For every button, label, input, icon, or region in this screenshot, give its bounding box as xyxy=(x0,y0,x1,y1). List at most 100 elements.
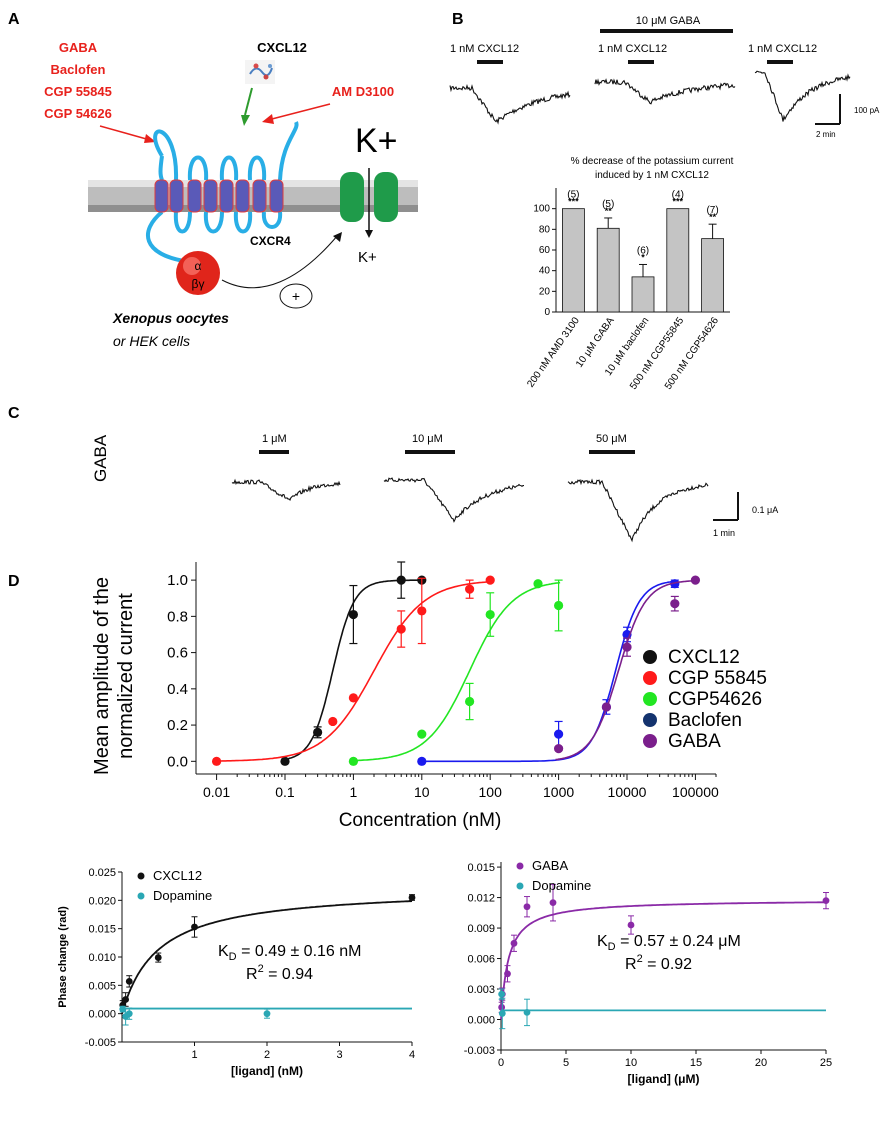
cells-label-2: or HEK cells xyxy=(113,333,190,349)
eleft-fit-curve xyxy=(121,900,413,1014)
cells-label-1: Xenopus oocytes xyxy=(112,310,229,326)
eright-y-tick-label: 0.000 xyxy=(467,1015,495,1027)
eleft-x-axis-label: [ligand] (nM) xyxy=(231,1064,303,1078)
eright-point-0-2 xyxy=(504,970,511,978)
gaba-application-bar xyxy=(600,29,733,33)
bar-0 xyxy=(562,208,585,313)
dose-point-1-5 xyxy=(465,584,475,594)
dose-point-4-0 xyxy=(554,744,564,754)
bar-y-tick-label: 40 xyxy=(539,266,551,277)
eright-r2-annotation: R2 = 0.92 xyxy=(625,953,692,973)
eleft-y-tick-label: 0.010 xyxy=(88,952,116,964)
bar-chart-b: % decrease of the potassium current indu… xyxy=(525,156,733,392)
dose-point-4-3 xyxy=(670,599,680,609)
eright-x-tick-label: 0 xyxy=(498,1057,504,1069)
eleft-y-tick-label: -0.005 xyxy=(85,1037,116,1049)
current-trace-c1 xyxy=(231,478,341,502)
g-betagamma-label: βγ xyxy=(192,277,205,291)
cxcr4-receptor xyxy=(153,121,299,234)
eleft-point-1-2 xyxy=(125,1010,133,1018)
eright-point-0-3 xyxy=(510,939,518,947)
dose-point-1-0 xyxy=(211,756,222,766)
dose-fit-curve-1 xyxy=(213,580,492,762)
eright-kd-annotation: KD = 0.57 ± 0.24 μM xyxy=(597,933,741,953)
dose-label-3: 50 μM xyxy=(596,433,627,445)
dose-x-tick-label: 0.01 xyxy=(203,784,230,800)
cxcl12-molecule-icon xyxy=(245,60,275,84)
dose-legend-label-2: CGP54626 xyxy=(668,689,762,710)
dose-x-tick-label: 10 xyxy=(414,784,430,800)
trace-b2-label: 1 nM CXCL12 xyxy=(598,43,667,55)
dose-y-axis-label-line1: Mean amplitude of the xyxy=(91,577,113,775)
dose-bar-1 xyxy=(259,450,289,454)
eleft-r2-annotation: R2 = 0.94 xyxy=(246,963,313,983)
bar-chart-title-line2: induced by 1 nM CXCL12 xyxy=(595,170,709,181)
c-scale-x-label: 1 min xyxy=(713,528,735,538)
dose-x-tick-label: 1000 xyxy=(543,784,574,800)
eright-x-tick-label: 25 xyxy=(820,1057,832,1069)
gaba-bar-label: 10 μM GABA xyxy=(636,15,701,27)
eleft-y-tick-label: 0.000 xyxy=(88,1009,116,1021)
dose-x-tick-label: 100000 xyxy=(672,784,719,800)
bar-n-label-1: (5) xyxy=(602,199,614,210)
dose-label-1: 1 μM xyxy=(262,433,287,445)
dose-point-0-1 xyxy=(313,727,323,737)
eright-x-tick-label: 5 xyxy=(563,1057,569,1069)
eleft-y-tick-label: 0.020 xyxy=(88,895,116,907)
eleft-point-0-2 xyxy=(125,977,133,985)
bar-n-label-0: (5) xyxy=(567,190,579,201)
eleft-x-tick-label: 1 xyxy=(191,1049,197,1061)
bar-y-tick-label: 0 xyxy=(544,307,550,318)
trace-b1-label: 1 nM CXCL12 xyxy=(450,43,519,55)
bar-y-tick-label: 20 xyxy=(539,286,551,297)
eright-x-tick-label: 20 xyxy=(755,1057,767,1069)
dose-point-3-4 xyxy=(670,579,680,589)
eleft-point-1-0 xyxy=(119,1005,127,1013)
eright-legend-marker-1 xyxy=(516,882,524,890)
eright-legend-label-1: Dopamine xyxy=(532,878,591,893)
bar-y-tick-label: 80 xyxy=(539,224,551,235)
eleft-y-tick-label: 0.025 xyxy=(88,867,116,879)
eright-y-tick-label: 0.006 xyxy=(467,954,495,966)
eleft-x-tick-label: 2 xyxy=(264,1049,270,1061)
bar-significance-0: *** xyxy=(568,197,579,207)
ligand-label-cgp54626: CGP 54626 xyxy=(44,106,112,121)
eleft-kd-annotation: KD = 0.49 ± 0.16 nM xyxy=(218,943,361,963)
dose-point-2-5 xyxy=(554,600,564,611)
dose-legend-marker-4 xyxy=(643,734,657,748)
panel-a-schematic: GABA Baclofen CGP 55845 CGP 54626 AM D31… xyxy=(44,40,418,349)
eleft-point-0-5 xyxy=(408,894,416,901)
dose-point-3-1 xyxy=(554,729,564,739)
trace-b3-label: 1 nM CXCL12 xyxy=(748,43,817,55)
dose-point-2-4 xyxy=(533,579,543,589)
dose-point-1-2 xyxy=(348,693,358,703)
bar-significance-1: ** xyxy=(605,206,613,216)
ligand-label-gaba: GABA xyxy=(59,40,98,55)
b-scale-y-label: 100 pA xyxy=(854,106,880,115)
eleft-y-tick-label: 0.005 xyxy=(88,980,116,992)
dose-point-0-2 xyxy=(348,609,358,620)
dose-point-1-3 xyxy=(396,624,406,634)
eleft-legend-marker-1 xyxy=(137,892,145,900)
dose-point-1-6 xyxy=(485,575,495,585)
eright-point-1-0 xyxy=(498,990,506,998)
eright-point-1-2 xyxy=(523,1009,531,1016)
dose-bar-2 xyxy=(405,450,455,454)
bar-4 xyxy=(701,238,724,313)
dose-point-2-3 xyxy=(485,609,495,620)
dose-point-4-1 xyxy=(601,702,612,712)
eleft-y-axis-label: Phase change (rad) xyxy=(57,906,69,1008)
eleft-point-1-3 xyxy=(263,1010,271,1018)
g-alpha-label: α xyxy=(195,259,202,273)
dose-legend-marker-0 xyxy=(643,650,657,664)
cxcl12-bar-1 xyxy=(477,60,503,64)
bar-significance-3: *** xyxy=(673,197,684,207)
dose-point-2-2 xyxy=(465,696,475,707)
dose-x-axis-label: Concentration (nM) xyxy=(339,810,502,831)
eleft-x-tick-label: 3 xyxy=(336,1049,342,1061)
dose-x-tick-label: 0.1 xyxy=(275,784,295,800)
bar-2 xyxy=(631,276,655,313)
dose-fit-curve-0 xyxy=(281,579,424,761)
eright-legend-label-0: GABA xyxy=(532,858,568,873)
